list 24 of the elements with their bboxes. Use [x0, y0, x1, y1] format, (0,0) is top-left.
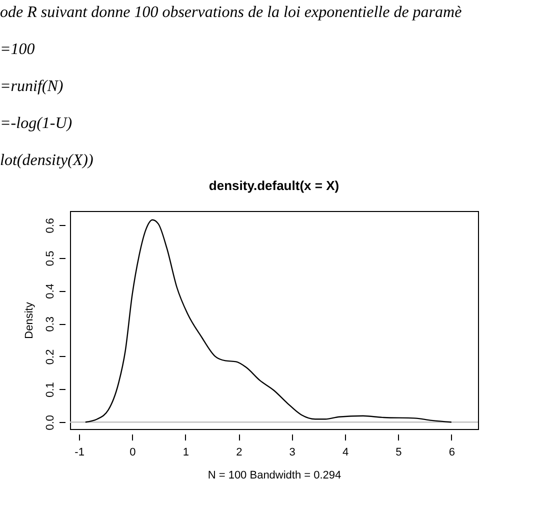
- text: lot(density(X)): [0, 151, 94, 171]
- chart-title: density.default(x = X): [208, 178, 340, 193]
- y-tick-label: 0.5: [44, 250, 56, 266]
- y-tick-label: 0.6: [44, 218, 56, 234]
- x-tick-label: 1: [182, 446, 189, 458]
- x-tick-label: 5: [396, 446, 402, 458]
- x-tick-label: 3: [289, 446, 296, 458]
- text: ode R suivant donne 100 observations de la loi exponentielle de paramè: [0, 3, 463, 23]
- y-tick-label: 0.0: [44, 414, 56, 430]
- y-tick-label: 0.3: [44, 316, 56, 332]
- x-axis-title: N = 100 Bandwidth = 0.294: [208, 470, 342, 482]
- x-tick-label: 2: [236, 446, 242, 458]
- x-tick-label: 6: [448, 446, 455, 458]
- x-tick-label: 4: [342, 446, 349, 458]
- y-tick-label: 0.2: [44, 349, 56, 365]
- text: =-log(1-U): [0, 114, 74, 134]
- line-series: [84, 219, 452, 423]
- x-tick-label: -1: [74, 446, 84, 458]
- text: =100: [0, 40, 36, 60]
- x-tick-label: 0: [130, 446, 136, 458]
- y-tick-label: 0.1: [44, 382, 56, 398]
- y-axis-title: Density: [24, 302, 36, 339]
- y-tick-label: 0.4: [44, 284, 56, 299]
- text: =runif(N): [0, 77, 64, 97]
